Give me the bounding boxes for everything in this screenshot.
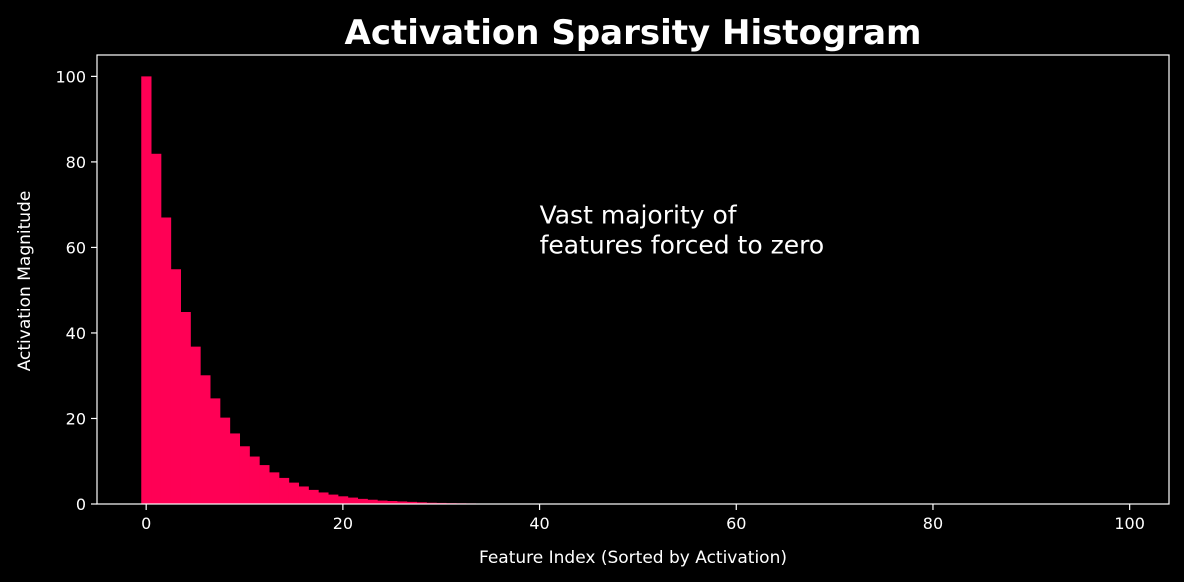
bar: [357, 498, 368, 504]
annotation: Vast majority of features forced to zero: [540, 200, 825, 259]
bar: [249, 456, 260, 504]
bar: [426, 502, 437, 504]
bar: [337, 496, 349, 504]
x-tick-label: 80: [923, 514, 943, 533]
bar: [160, 217, 172, 504]
bar: [229, 433, 241, 504]
bar: [190, 346, 201, 504]
bar: [406, 501, 418, 504]
bar-group: [141, 76, 624, 504]
annotation-line-1: Vast majority of: [540, 200, 738, 229]
x-tick-label: 60: [726, 514, 746, 533]
bar: [141, 76, 152, 504]
bar: [387, 501, 398, 504]
chart-title: Activation Sparsity Histogram: [345, 13, 922, 53]
bar: [219, 417, 231, 504]
y-tick-label: 60: [66, 238, 86, 257]
bar: [347, 497, 359, 504]
bar: [396, 501, 408, 504]
x-axis-ticks: 0 20 40 60 80 100: [141, 504, 1145, 533]
y-tick-label: 40: [66, 324, 86, 343]
bar: [318, 492, 329, 504]
bar: [259, 465, 270, 504]
x-tick-label: 100: [1114, 514, 1145, 533]
y-axis-ticks: 0 20 40 60 80 100: [55, 67, 97, 514]
plot-frame: [96, 54, 1170, 505]
bar: [200, 375, 211, 504]
annotation-line-2: features forced to zero: [540, 230, 825, 259]
bar: [308, 489, 319, 504]
bar: [288, 482, 300, 504]
y-axis-label: Activation Magnitude: [15, 191, 35, 372]
bar: [298, 486, 309, 504]
x-axis-label: Feature Index (Sorted by Activation): [479, 548, 787, 568]
bar: [328, 494, 339, 504]
bar: [278, 477, 290, 504]
bar: [416, 502, 427, 504]
bar: [180, 311, 191, 504]
bar: [239, 446, 250, 504]
bar: [269, 472, 280, 504]
bar: [170, 269, 181, 504]
y-tick-label: 100: [55, 67, 86, 86]
bar: [210, 398, 221, 504]
x-tick-label: 40: [529, 514, 549, 533]
bar: [151, 153, 162, 504]
x-tick-label: 0: [141, 514, 151, 533]
y-tick-label: 80: [66, 153, 86, 172]
x-tick-label: 20: [333, 514, 353, 533]
bar: [367, 499, 378, 504]
y-tick-label: 20: [66, 409, 86, 428]
bar: [377, 500, 388, 504]
y-tick-label: 0: [76, 495, 86, 514]
